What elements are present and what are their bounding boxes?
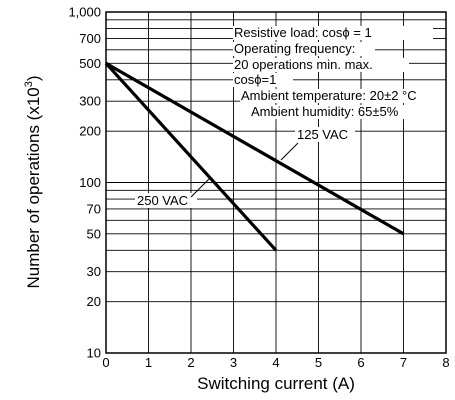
series-label-background — [295, 127, 355, 142]
x-tick-label: 0 — [102, 355, 109, 370]
note-background — [233, 58, 409, 72]
series-label-leader — [190, 176, 212, 198]
note-background — [250, 105, 412, 119]
y-tick-label: 50 — [87, 226, 101, 241]
x-axis-title: Switching current (A) — [197, 374, 355, 393]
y-tick-label: 700 — [79, 31, 101, 46]
y-tick-label: 300 — [79, 94, 101, 109]
y-tick-label: 100 — [79, 175, 101, 190]
x-tick-label: 8 — [442, 355, 449, 370]
x-tick-label: 6 — [357, 355, 364, 370]
y-axis-title: Number of operations (x103) — [23, 75, 43, 288]
y-axis-title-main: Number of operations (x10 — [24, 87, 43, 288]
note-background — [240, 89, 452, 103]
y-tick-label: 10 — [87, 346, 101, 361]
x-tick-labels: 0 1 2 3 4 5 6 7 8 — [102, 355, 449, 370]
note-line: 20 operations min. max. — [234, 57, 373, 72]
note-line: Ambient humidity: 65±5% — [251, 104, 399, 119]
y-tick-label: 70 — [87, 201, 101, 216]
y-axis-title-exponent: 3 — [23, 81, 35, 87]
series-label-background — [135, 193, 197, 208]
series-line — [104, 62, 278, 252]
x-tick-label: 1 — [145, 355, 152, 370]
series-lines — [104, 61, 405, 252]
note-background — [233, 26, 433, 40]
y-tick-label: 30 — [87, 264, 101, 279]
series-label: 125 VAC — [297, 127, 348, 142]
y-tick-label: 20 — [87, 294, 101, 309]
x-tick-label: 3 — [230, 355, 237, 370]
note-line: Operating frequency: — [234, 41, 355, 56]
y-tick-label: 1,000 — [68, 5, 101, 20]
y-tick-label: 500 — [79, 56, 101, 71]
x-tick-label: 4 — [272, 355, 279, 370]
plot-frame — [105, 11, 447, 354]
note-line: cosϕ=1 — [234, 72, 276, 87]
note-background — [233, 42, 375, 56]
y-axis-title-close: ) — [24, 75, 43, 81]
x-tick-label: 7 — [400, 355, 407, 370]
series-labels: 125 VAC 250 VAC — [135, 127, 355, 208]
series-line — [105, 61, 405, 236]
note-line: Ambient temperature: 20±2 °C — [241, 88, 417, 103]
series-label-leader — [280, 142, 299, 161]
annotation-background — [233, 26, 452, 119]
x-tick-label: 5 — [315, 355, 322, 370]
y-tick-labels: 10 20 30 50 70 100 200 300 500 700 1,000 — [68, 5, 101, 361]
x-tick-label: 2 — [187, 355, 194, 370]
series-label: 250 VAC — [137, 193, 188, 208]
y-tick-label: 200 — [79, 124, 101, 139]
note-line: Resistive load: cosϕ = 1 — [234, 25, 372, 40]
note-background — [233, 73, 293, 87]
